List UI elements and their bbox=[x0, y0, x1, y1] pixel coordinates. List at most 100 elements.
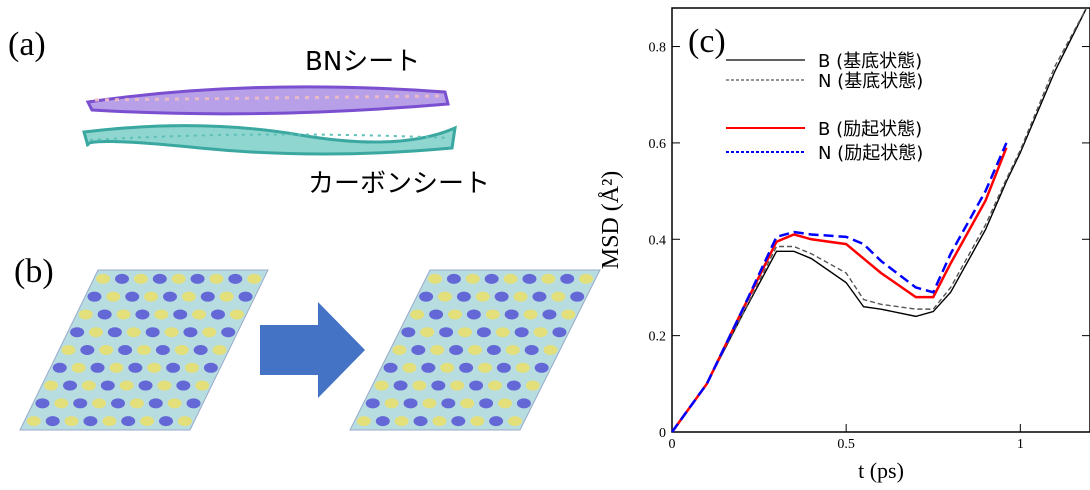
series-line bbox=[671, 7, 1088, 433]
orbital-blob bbox=[154, 309, 169, 320]
orbital-blob bbox=[183, 327, 198, 338]
orbital-blob bbox=[448, 309, 462, 320]
orbital-blob bbox=[159, 416, 173, 427]
orbital-blob bbox=[459, 362, 474, 373]
orbital-blob bbox=[393, 380, 408, 391]
orbital-blob bbox=[412, 380, 427, 391]
orbital-blob bbox=[155, 345, 170, 355]
orbital-blob bbox=[211, 309, 225, 320]
orbital-blob bbox=[73, 398, 88, 409]
orbital-blob bbox=[533, 327, 548, 338]
orbital-blob bbox=[247, 273, 262, 284]
orbital-blob bbox=[45, 416, 60, 427]
x-tick-label: 1 bbox=[1017, 437, 1024, 452]
orbital-blob bbox=[238, 291, 253, 302]
orbital-blob bbox=[176, 380, 191, 391]
orbital-blob bbox=[449, 345, 464, 355]
orbital-blob bbox=[374, 380, 389, 391]
orbital-blob bbox=[486, 345, 501, 355]
orbital-blob bbox=[64, 416, 79, 427]
orbital-blob bbox=[157, 380, 172, 391]
series-line bbox=[670, 147, 1008, 433]
orbital-blob bbox=[469, 380, 484, 391]
orbital-blob bbox=[96, 273, 111, 284]
orbital-blob bbox=[219, 291, 234, 302]
orbital-blob bbox=[458, 327, 472, 338]
orbital-blob bbox=[126, 327, 141, 338]
x-axis-label: t (ps) bbox=[858, 458, 904, 483]
orbital-blob bbox=[468, 345, 482, 355]
orbital-blob bbox=[561, 309, 576, 320]
orbital-blob bbox=[496, 362, 511, 373]
orbital-blob bbox=[100, 380, 115, 391]
orbital-blob bbox=[135, 309, 150, 320]
orbital-blob bbox=[174, 345, 189, 355]
orbital-blob bbox=[61, 345, 76, 355]
orbital-blob bbox=[111, 398, 125, 409]
arrow bbox=[260, 302, 365, 398]
orbital-blob bbox=[522, 273, 537, 284]
orbital-blob bbox=[515, 362, 530, 373]
orbital-blob bbox=[411, 345, 426, 355]
orbital-blob bbox=[167, 398, 182, 409]
orbital-blob bbox=[229, 309, 244, 320]
orbital-blob bbox=[35, 398, 50, 409]
orbital-blob bbox=[144, 291, 159, 302]
y-tick-label: 0 bbox=[659, 426, 666, 441]
sheet-label: カーボンシート bbox=[308, 169, 490, 199]
orbital-blob bbox=[465, 273, 480, 284]
legend-label: B (励起状態) bbox=[818, 119, 922, 140]
orbital-blob bbox=[148, 398, 163, 409]
orbital-blob bbox=[419, 291, 434, 302]
orbital-blob bbox=[209, 273, 224, 284]
orbital-blob bbox=[450, 380, 465, 391]
orbital-blob bbox=[97, 309, 112, 320]
orbital-blob bbox=[432, 416, 447, 427]
orbital-blob bbox=[516, 398, 531, 409]
orbital-blob bbox=[212, 345, 227, 355]
orbital-blob bbox=[70, 327, 85, 338]
x-tick-label: 0 bbox=[669, 437, 676, 452]
orbital-blob bbox=[428, 273, 442, 284]
orbital-blob bbox=[478, 362, 492, 373]
orbital-blob bbox=[440, 362, 455, 373]
orbital-blob bbox=[476, 327, 491, 338]
y-tick-label: 0.4 bbox=[649, 233, 667, 248]
orbital-blob bbox=[514, 327, 529, 338]
orbital-blob bbox=[451, 416, 466, 427]
orbital-blob bbox=[441, 398, 456, 409]
orbital-blob bbox=[365, 398, 380, 409]
orbital-blob bbox=[107, 327, 122, 338]
orbital-blob bbox=[181, 291, 196, 302]
orbital-blob bbox=[173, 309, 188, 320]
orbital-blob bbox=[498, 398, 512, 409]
chart-title: (c) bbox=[688, 23, 726, 60]
orbital-blob bbox=[508, 416, 522, 427]
orbital-blob bbox=[479, 398, 494, 409]
orbital-blob bbox=[145, 327, 160, 338]
orbital-blob bbox=[129, 398, 144, 409]
orbital-blob bbox=[570, 291, 585, 302]
orbital-blob bbox=[193, 345, 208, 355]
orbital-blob bbox=[542, 309, 557, 320]
orbital-blob bbox=[163, 291, 177, 302]
orbital-blob bbox=[438, 291, 452, 302]
sheet-label: BNシート bbox=[305, 47, 420, 77]
orbital-blob bbox=[384, 398, 399, 409]
orbital-blob bbox=[524, 345, 539, 355]
orbital-blob bbox=[92, 398, 107, 409]
y-tick-label: 0.6 bbox=[649, 137, 667, 152]
orbital-blob bbox=[430, 345, 445, 355]
orbital-blob bbox=[228, 273, 243, 284]
orbital-blob bbox=[90, 362, 105, 373]
orbital-blob bbox=[118, 345, 133, 355]
orbital-blob bbox=[137, 345, 151, 355]
orbital-blob bbox=[470, 416, 485, 427]
orbital-blob bbox=[422, 398, 437, 409]
orbital-blob bbox=[195, 380, 210, 391]
molecule-illustration bbox=[82, 85, 457, 156]
panel-label: (a) bbox=[8, 26, 46, 63]
legend-label: N (基底状態) bbox=[818, 71, 923, 92]
orbital-blob bbox=[403, 398, 418, 409]
orbital-blob bbox=[394, 416, 409, 427]
